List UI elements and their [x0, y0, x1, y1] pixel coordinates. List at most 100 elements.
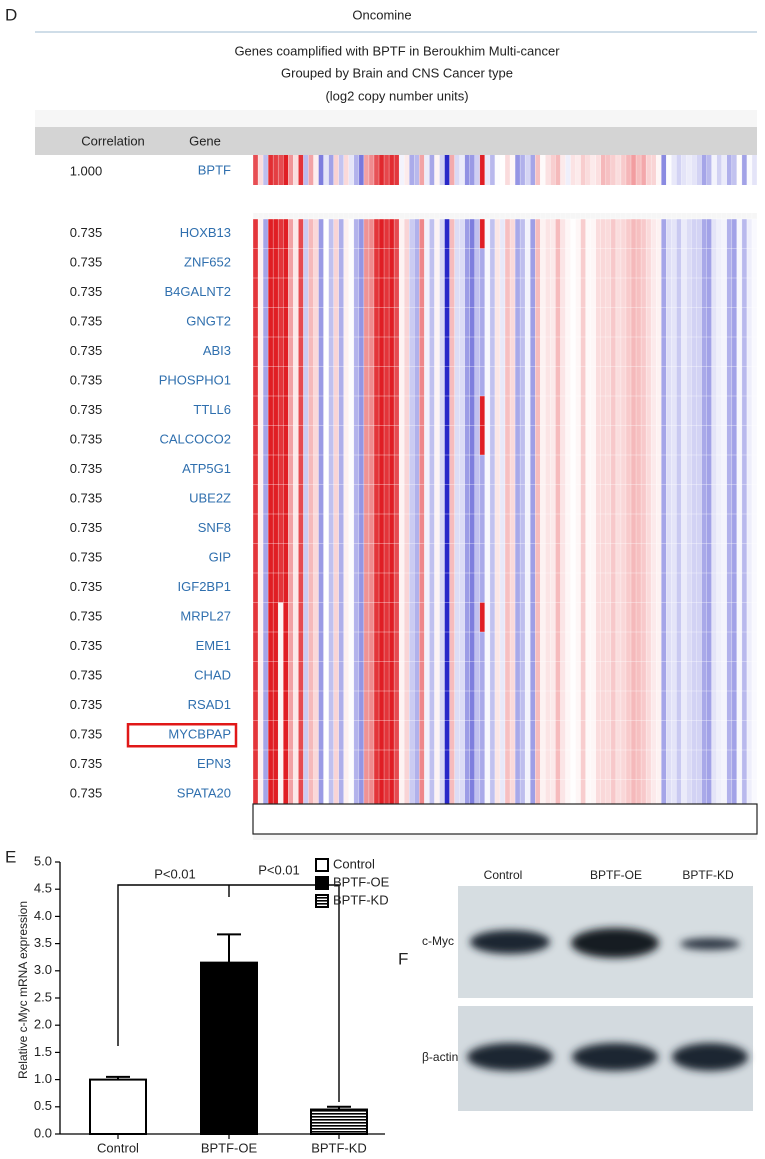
heat-cell: [625, 425, 631, 455]
heat-cell: [736, 425, 742, 455]
heat-cell: [253, 155, 259, 185]
heat-cell: [530, 632, 536, 662]
heat-cell: [721, 455, 727, 485]
heat-cell: [353, 307, 359, 337]
heat-cell: [736, 396, 742, 426]
heat-cell: [671, 396, 677, 426]
heat-cell: [575, 337, 581, 367]
heat-cell: [283, 366, 289, 396]
heat-cell: [459, 661, 465, 691]
heat-cell: [686, 337, 692, 367]
heat-cell: [545, 779, 551, 809]
heat-cell: [751, 396, 757, 426]
heat-cell: [454, 573, 460, 603]
heat-cell: [454, 691, 460, 721]
heat-cell: [625, 248, 631, 278]
heat-cell: [600, 307, 606, 337]
heat-cell: [520, 602, 526, 632]
heat-cell: [253, 484, 259, 514]
heat-cell: [283, 632, 289, 662]
heat-cell: [711, 632, 717, 662]
heat-cell: [258, 632, 264, 662]
heat-cell: [716, 248, 722, 278]
heat-cell: [273, 219, 279, 249]
heat-cell: [278, 425, 284, 455]
heat-cell: [686, 155, 692, 185]
heat-cell: [656, 396, 662, 426]
heat-cell: [429, 750, 435, 780]
heat-cell: [454, 484, 460, 514]
heat-cell: [505, 691, 511, 721]
heat-cell: [661, 543, 667, 573]
heat-cell: [258, 248, 264, 278]
heat-cell: [469, 632, 475, 662]
heat-cell: [590, 514, 596, 544]
heat-cell: [741, 543, 747, 573]
heat-cell: [625, 155, 631, 185]
heat-cell: [741, 514, 747, 544]
heat-cell: [419, 691, 425, 721]
heat-cell: [263, 514, 269, 544]
heat-cell: [520, 219, 526, 249]
heat-cell: [333, 514, 339, 544]
heat-cell: [258, 661, 264, 691]
heat-cell: [399, 750, 405, 780]
heat-cell: [545, 602, 551, 632]
heat-cell: [661, 573, 667, 603]
heat-cell: [308, 602, 314, 632]
heat-cell: [510, 514, 516, 544]
heat-cell: [494, 720, 500, 750]
heat-cell: [258, 155, 264, 185]
heat-cell: [746, 602, 752, 632]
heat-cell: [404, 337, 410, 367]
heat-cell: [404, 307, 410, 337]
heat-cell: [474, 219, 480, 249]
heat-cell: [278, 661, 284, 691]
heat-cell: [535, 779, 541, 809]
heat-cell: [424, 337, 430, 367]
heat-cell: [610, 219, 616, 249]
heat-cell: [666, 337, 672, 367]
heat-cell: [676, 337, 682, 367]
heat-cell: [464, 573, 470, 603]
heat-cell: [283, 278, 289, 308]
error-bar: [217, 933, 241, 963]
heat-cell: [610, 155, 616, 185]
heat-cell: [666, 573, 672, 603]
heat-cell: [298, 514, 304, 544]
heat-cell: [258, 720, 264, 750]
heat-cell: [348, 514, 354, 544]
heat-cell: [575, 484, 581, 514]
heat-cell: [268, 514, 274, 544]
heat-cell: [429, 779, 435, 809]
heat-cell: [615, 514, 621, 544]
heat-cell: [605, 720, 611, 750]
heat-cell: [263, 632, 269, 662]
heat-cell: [585, 750, 591, 780]
y-axis-title: Relative c-Myc mRNA expression: [16, 901, 30, 1079]
heat-cell: [605, 484, 611, 514]
heat-cell: [570, 307, 576, 337]
heat-cell: [555, 691, 561, 721]
heat-cell: [691, 248, 697, 278]
heat-cell: [666, 632, 672, 662]
heat-cell: [348, 337, 354, 367]
heat-cell: [515, 514, 521, 544]
heat-cell: [318, 750, 324, 780]
heat-cell: [636, 632, 642, 662]
heat-cell: [671, 750, 677, 780]
heat-cell: [585, 573, 591, 603]
heat-cell: [540, 337, 546, 367]
heat-cell: [308, 720, 314, 750]
heat-cell: [464, 307, 470, 337]
heat-cell: [595, 455, 601, 485]
heat-cell: [656, 602, 662, 632]
heat-cell: [505, 750, 511, 780]
heat-cell: [444, 155, 450, 185]
heat-cell: [253, 691, 259, 721]
heat-cell: [620, 720, 626, 750]
heat-cell: [661, 307, 667, 337]
heat-cell: [600, 691, 606, 721]
heat-cell: [706, 750, 712, 780]
heat-cell: [323, 366, 329, 396]
